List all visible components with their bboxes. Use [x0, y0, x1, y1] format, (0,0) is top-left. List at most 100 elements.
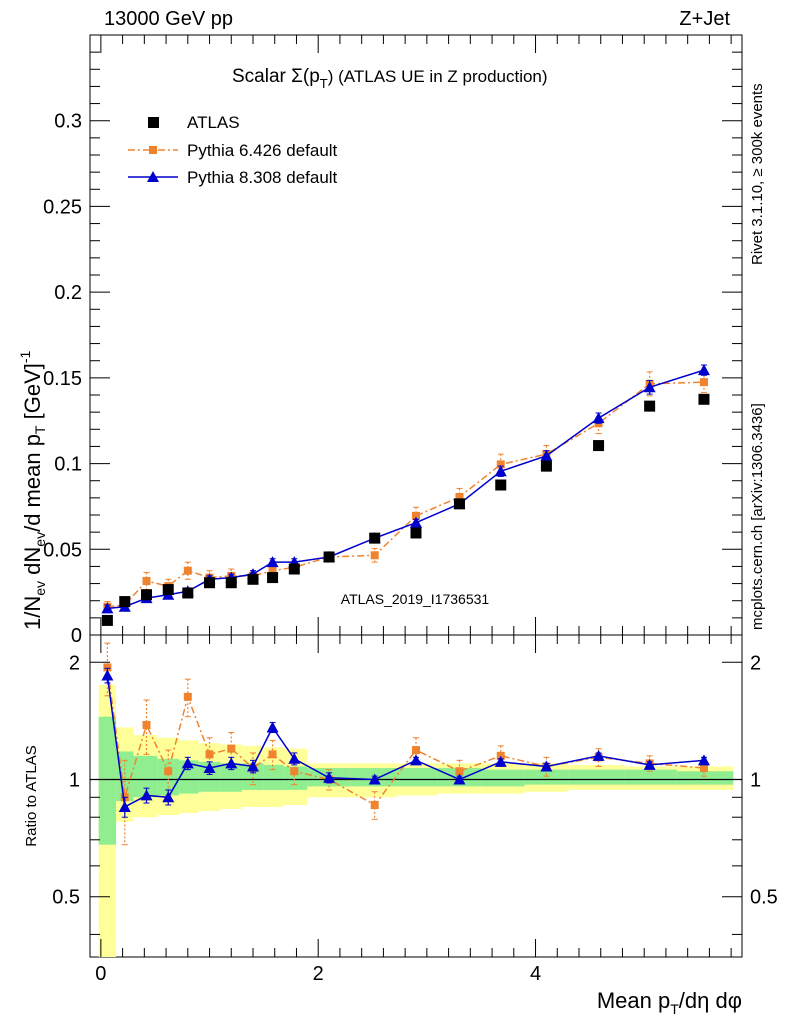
- ratio-band-stat: [676, 771, 734, 785]
- ratio-band-stat: [396, 768, 438, 787]
- ratio-pythia8-point: [410, 754, 422, 766]
- atlas-point: [119, 596, 131, 608]
- analysis-watermark: ATLAS_2019_I1736531: [341, 591, 490, 607]
- x-axis-label: Mean pT/dη dφ: [597, 988, 742, 1017]
- ratio-pythia8-point: [494, 755, 507, 767]
- ratio-pythia6-point: [205, 750, 214, 759]
- pythia6-line: [107, 381, 704, 608]
- ratio-y-label: Ratio to ATLAS: [23, 745, 40, 846]
- ratio-band-stat: [242, 763, 264, 790]
- legend-label-pythia8: Pythia 8.308 default: [187, 168, 338, 187]
- ratio-band-stat: [198, 761, 221, 792]
- ratio-band-stat: [263, 764, 284, 790]
- ratio-pythia8-point: [203, 762, 216, 774]
- ratio-ytick-label: 0.5: [52, 887, 80, 909]
- pythia6-point: [496, 460, 505, 469]
- ratio-pythia6-point: [183, 692, 192, 701]
- xtick-label: 2: [313, 963, 324, 985]
- ratio-ytick-label: 1: [69, 769, 80, 791]
- ratio-plot-area: [101, 642, 710, 846]
- ratio-band-stat: [481, 769, 525, 787]
- pythia6-point: [412, 511, 420, 520]
- main-ytick-label: 0: [71, 625, 82, 647]
- ratio-panel: 0.5 0.5 1 1 2 2 0 2 4 Ratio to ATLAS: [23, 634, 778, 985]
- main-x-ticks: [100, 35, 732, 635]
- ratio-pythia8-point: [697, 754, 710, 766]
- ratio-pythia8-point: [453, 773, 466, 785]
- pythia6-point: [268, 566, 277, 575]
- ratio-pythia6-point: [370, 800, 379, 809]
- legend-marker-pythia6: [149, 146, 157, 154]
- atlas-point: [540, 460, 552, 472]
- ratio-pythia8-point: [225, 757, 238, 769]
- header-left: 13000 GeV pp: [104, 8, 233, 30]
- pythia8-point: [494, 465, 507, 477]
- ratio-band-stat: [116, 751, 134, 802]
- ratio-pythia8-point: [323, 771, 336, 783]
- pythia8-point: [410, 516, 422, 528]
- main-ytick-label: 0.1: [54, 454, 82, 476]
- chart-title-sub: T: [320, 76, 328, 91]
- pythia6-point: [142, 577, 151, 585]
- xtick-label: 0: [95, 963, 106, 985]
- ratio-pythia8-point: [162, 791, 175, 803]
- ratio-ytick-label-right: 0.5: [750, 887, 778, 909]
- pythia6-point: [699, 378, 708, 387]
- rivet-label: Rivet 3.1.10, ≥ 300k events: [749, 83, 766, 265]
- ratio-pythia8-point: [368, 773, 381, 785]
- pythia8-line: [107, 369, 705, 610]
- chart-title-tail: ) (ATLAS UE in Z production): [328, 67, 548, 86]
- legend-marker-atlas: [148, 117, 159, 128]
- ratio-band-stat: [220, 763, 243, 792]
- ratio-pythia6-point: [142, 721, 151, 730]
- pythia8-point: [643, 381, 656, 393]
- atlas-point: [323, 551, 335, 563]
- ratio-pythia6-point: [699, 764, 708, 773]
- atlas-point: [182, 587, 194, 599]
- ratio-ytick-label: 2: [69, 652, 80, 674]
- legend-item-pythia8: Pythia 8.308 default: [128, 168, 338, 187]
- legend-item-atlas: ATLAS: [148, 113, 240, 132]
- main-ytick-label: 0.3: [54, 111, 82, 133]
- atlas-point: [698, 393, 710, 405]
- legend-marker-pythia8: [147, 171, 159, 182]
- atlas-point: [267, 572, 279, 584]
- legend-label-atlas: ATLAS: [187, 113, 240, 132]
- ratio-bands: [98, 684, 734, 957]
- ratio-band-stat: [157, 758, 180, 796]
- pythia6-point: [455, 493, 464, 501]
- atlas-point: [410, 527, 422, 539]
- ratio-pythia6-point: [164, 767, 173, 776]
- atlas-point: [644, 400, 656, 412]
- header-right: Z+Jet: [679, 8, 730, 30]
- atlas-point: [247, 573, 259, 585]
- atlas-point: [101, 614, 113, 626]
- atlas-point: [162, 584, 174, 596]
- main-ytick-label: 0.25: [43, 196, 82, 218]
- ratio-band-stat: [568, 769, 625, 785]
- atlas-point: [495, 479, 507, 491]
- main-ytick-label: 0.05: [43, 539, 82, 561]
- pythia8-point: [592, 412, 605, 424]
- main-ytick-label: 0.15: [43, 368, 82, 390]
- chart-title-main: Scalar Σ(p: [232, 66, 320, 87]
- atlas-point: [204, 577, 216, 589]
- ratio-band-stat: [524, 769, 569, 785]
- main-y-ticks: 0 0.05 0.1 0.15 0.2 0.25 0.3: [43, 51, 742, 647]
- ratio-pythia8-point: [592, 749, 605, 761]
- ratio-pythia8-point: [140, 789, 153, 801]
- ratio-pythia6-point: [412, 746, 420, 755]
- pythia6-point: [183, 566, 192, 575]
- ratio-pythia8-point: [643, 758, 656, 770]
- ratio-band-stat: [624, 769, 677, 785]
- main-ytick-label: 0.2: [54, 282, 82, 304]
- legend-item-pythia6: Pythia 6.426 default: [128, 141, 338, 160]
- ratio-pythia8-point: [118, 800, 131, 812]
- legend: ATLAS Pythia 6.426 default Pythia 8.308 …: [128, 113, 338, 187]
- ratio-band-stat: [133, 755, 158, 798]
- ratio-pythia8-point: [540, 760, 553, 772]
- pythia6-point: [370, 551, 379, 560]
- legend-label-pythia6: Pythia 6.426 default: [187, 141, 338, 160]
- ratio-pythia8-point: [181, 757, 194, 769]
- ratio-x-ticks: 0 2 4: [95, 635, 732, 985]
